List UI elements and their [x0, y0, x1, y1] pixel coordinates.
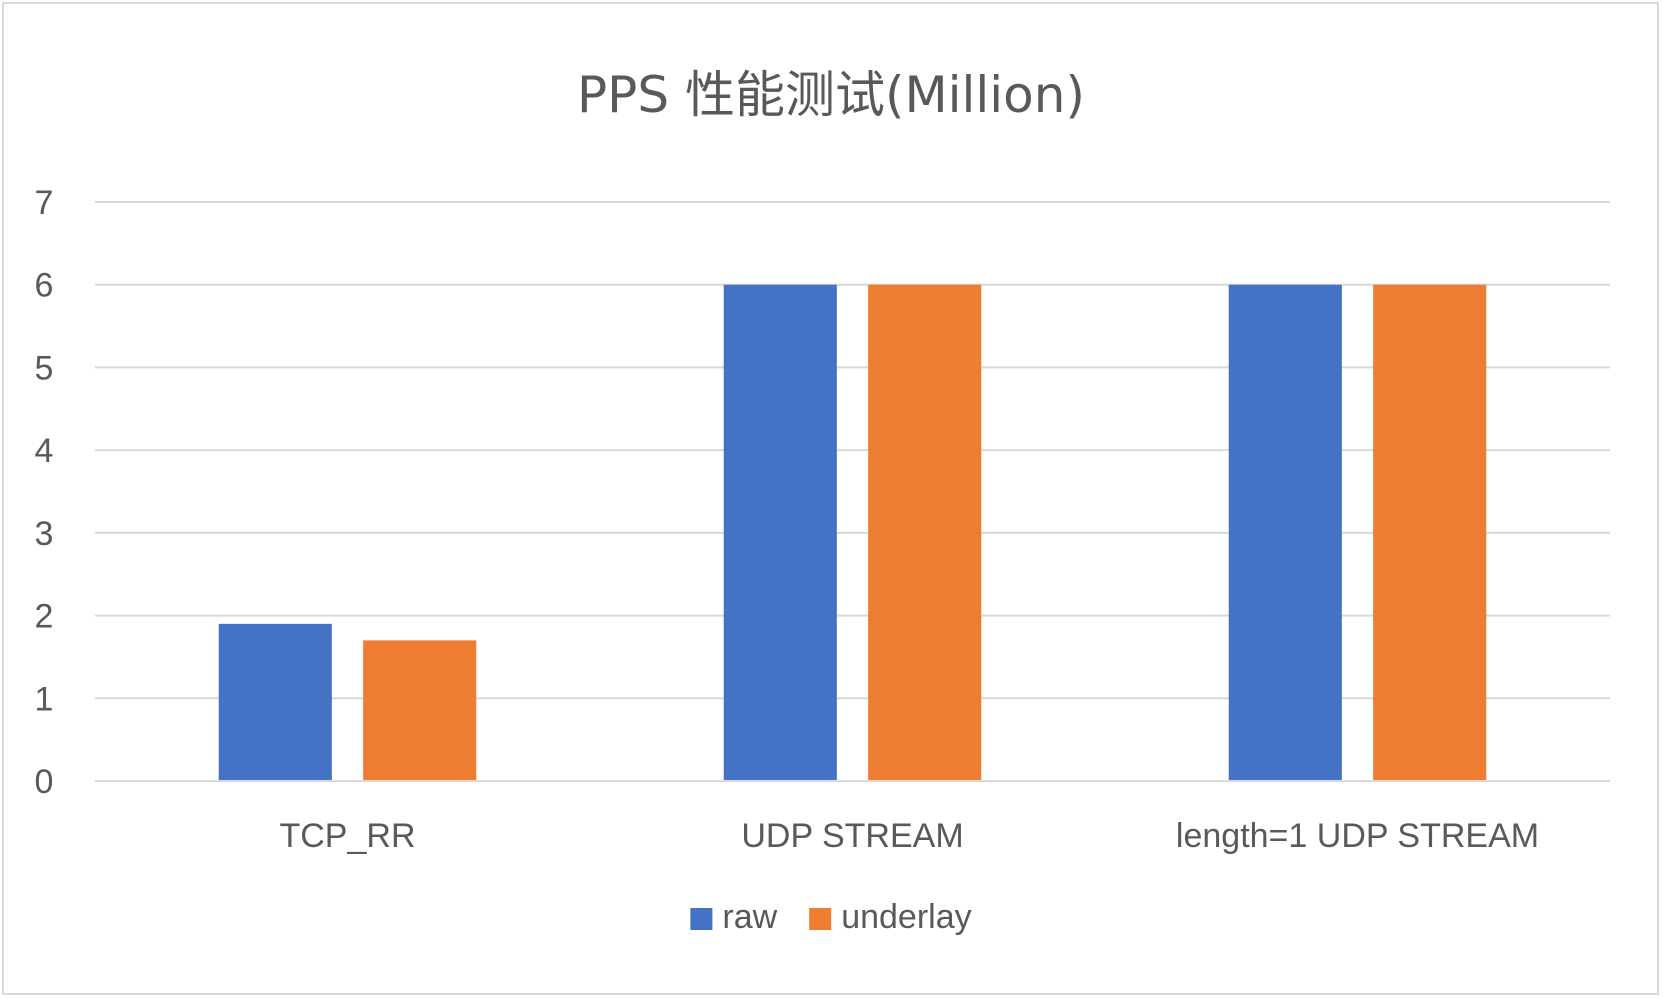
legend-swatch-raw	[690, 908, 713, 930]
y-tick-label: 2	[35, 598, 54, 636]
legend-swatch-underlay	[809, 908, 832, 930]
y-axis-ticks: 0 1 2 3 4 5 6 7	[35, 184, 54, 801]
bar-raw-0	[218, 623, 332, 781]
bar-underlay-0	[363, 640, 477, 781]
y-tick-label: 1	[35, 680, 54, 718]
bar-underlay-2	[1373, 284, 1487, 781]
bar-raw-1	[723, 284, 837, 781]
bars	[218, 284, 1487, 781]
legend: raw underlay	[690, 898, 972, 936]
y-tick-label: 4	[35, 432, 54, 470]
legend-label-underlay: underlay	[841, 898, 971, 936]
bar-raw-2	[1228, 284, 1342, 781]
y-tick-label: 6	[35, 267, 54, 305]
y-tick-label: 3	[35, 515, 54, 553]
category-label: TCP_RR	[279, 817, 415, 855]
legend-label-raw: raw	[722, 898, 777, 936]
y-tick-label: 5	[35, 349, 54, 387]
category-label: length=1 UDP STREAM	[1176, 817, 1539, 855]
category-label: UDP STREAM	[741, 817, 963, 855]
y-tick-label: 7	[35, 184, 54, 222]
bar-underlay-1	[868, 284, 982, 781]
y-tick-label: 0	[35, 763, 54, 801]
chart-title: PPS 性能测试(Million)	[577, 66, 1085, 124]
category-labels: TCP_RR UDP STREAM length=1 UDP STREAM	[279, 817, 1539, 855]
gridlines	[95, 201, 1610, 700]
